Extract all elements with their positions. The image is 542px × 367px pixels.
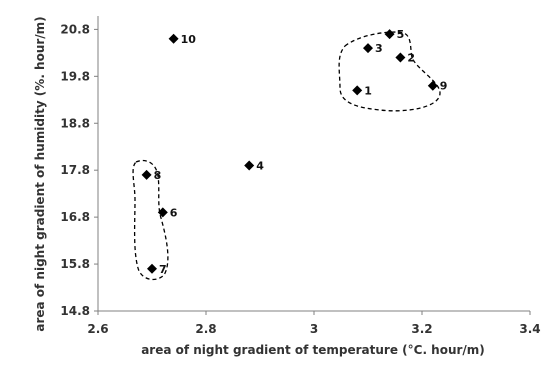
axes: 2.6 2.8 3 3.2 3.4 14.8 15.8 16.8 17.8 18.8 19.8 20.… xyxy=(60,16,541,336)
y-tick-label: 16.8 xyxy=(60,210,90,224)
y-tick-label: 15.8 xyxy=(60,257,90,271)
y-axis-title-group: area of night gradient of humidity (%. h… xyxy=(33,16,47,331)
data-point-2 xyxy=(395,52,406,63)
point-label-3: 3 xyxy=(375,42,383,55)
y-axis-label: area of night gradient of humidity (%. h… xyxy=(33,16,47,331)
data-point-10 xyxy=(168,33,179,44)
data-point-3 xyxy=(363,43,373,54)
point-label-8: 8 xyxy=(154,169,162,182)
group-outline-2 xyxy=(132,159,169,281)
point-label-4: 4 xyxy=(256,160,264,173)
data-points: 1 2 3 4 5 6 7 8 9 10 xyxy=(141,28,448,276)
point-label-9: 9 xyxy=(440,80,448,93)
x-tick-label: 2.6 xyxy=(87,322,108,336)
point-label-2: 2 xyxy=(407,52,415,65)
y-tick-label: 19.8 xyxy=(60,69,90,83)
point-label-5: 5 xyxy=(397,28,405,41)
y-tick-label: 14.8 xyxy=(60,304,90,318)
y-tick-label: 18.8 xyxy=(60,116,90,130)
data-point-9 xyxy=(427,80,438,91)
x-tick-label: 3.2 xyxy=(411,322,432,336)
y-tick-label: 17.8 xyxy=(60,163,90,177)
point-label-1: 1 xyxy=(364,84,372,97)
group-outlines xyxy=(132,31,441,281)
x-tick-label: 3.4 xyxy=(519,322,540,336)
data-point-1 xyxy=(352,85,363,96)
data-point-4 xyxy=(244,160,255,171)
x-axis-label: area of night gradient of temperature (°… xyxy=(141,343,485,357)
data-point-6 xyxy=(157,207,168,218)
y-tick-label: 20.8 xyxy=(60,22,90,36)
data-point-8 xyxy=(141,169,152,180)
point-label-7: 7 xyxy=(159,263,167,276)
point-label-10: 10 xyxy=(181,33,197,46)
group-outline-1 xyxy=(338,31,441,112)
point-label-6: 6 xyxy=(170,206,178,219)
data-point-7 xyxy=(147,263,157,274)
x-tick-label: 2.8 xyxy=(195,322,216,336)
x-tick-label: 3 xyxy=(310,322,318,336)
data-point-5 xyxy=(384,29,395,40)
